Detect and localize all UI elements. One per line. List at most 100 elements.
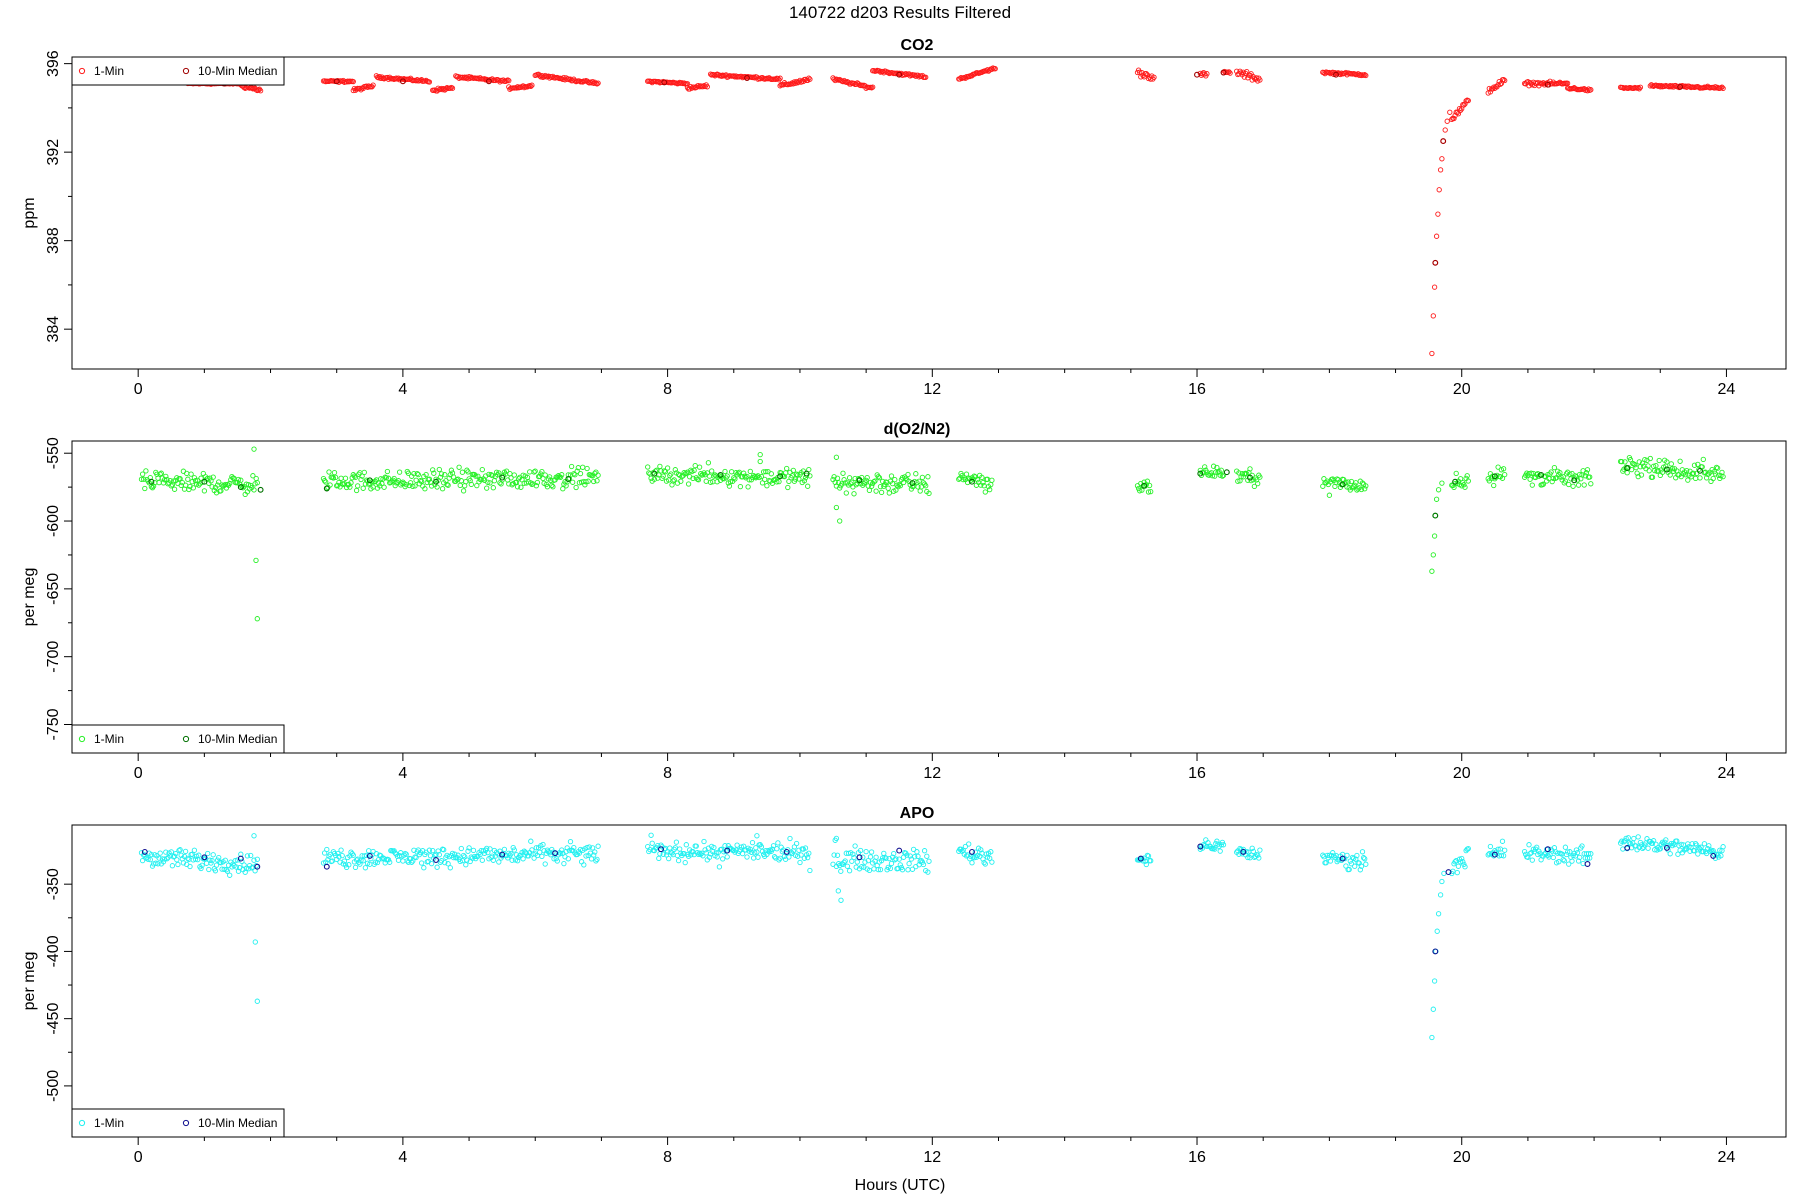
median-point (1571, 477, 1578, 484)
data-point (568, 463, 575, 470)
data-point (496, 470, 502, 476)
data-point (201, 488, 208, 494)
data-point (1246, 469, 1252, 476)
data-point (891, 850, 897, 857)
data-point (1650, 838, 1657, 844)
median-point (323, 485, 330, 492)
data-point (1624, 470, 1630, 476)
data-point (359, 473, 365, 479)
data-point (1487, 843, 1494, 850)
data-point (1646, 468, 1652, 474)
data-point (671, 477, 677, 483)
median-point (366, 477, 373, 484)
data-point (741, 470, 747, 476)
data-point (1655, 468, 1661, 474)
data-point (487, 480, 493, 486)
data-point (332, 474, 339, 481)
data-point (1454, 869, 1460, 876)
data-point (670, 478, 676, 484)
data-point (982, 861, 988, 867)
data-point (484, 485, 490, 491)
data-point (175, 861, 181, 868)
data-point (1717, 847, 1723, 853)
data-point (737, 483, 744, 490)
data-point (1352, 482, 1358, 488)
data-point (1567, 849, 1573, 855)
data-point (706, 854, 713, 860)
one-min-series (138, 446, 1726, 622)
data-point (358, 476, 364, 483)
co2-panel: CO2 ppm 0 4 8 12 16 20 24 384 388 392 396 1-Min 10-M… (21, 37, 1787, 398)
data-point (802, 845, 809, 851)
data-point (1575, 482, 1582, 488)
data-point (1502, 77, 1508, 84)
data-point (841, 859, 847, 866)
data-point (660, 473, 666, 479)
data-point (1560, 856, 1566, 863)
data-point (447, 865, 453, 871)
data-point (462, 483, 468, 489)
data-point (1439, 878, 1445, 885)
data-point (1431, 978, 1438, 984)
data-point (833, 504, 840, 511)
data-point (684, 81, 691, 87)
data-point (222, 857, 228, 863)
data-point (594, 81, 600, 87)
data-point (838, 868, 844, 874)
data-point (749, 839, 756, 846)
median-point (969, 478, 975, 485)
data-point (1255, 852, 1261, 858)
data-point (330, 475, 337, 481)
x-tick-label: 24 (1718, 381, 1736, 398)
legend-box (71, 724, 285, 754)
x-axis: 0 4 8 12 16 20 24 (134, 1136, 1735, 1166)
data-point (458, 845, 464, 852)
data-point (866, 487, 873, 494)
data-point (1226, 69, 1232, 75)
data-point (1456, 856, 1463, 862)
data-point (1362, 486, 1368, 492)
y-tick-label: 396 (45, 50, 62, 77)
median-point (433, 857, 439, 863)
data-point (1324, 478, 1330, 484)
data-point (351, 473, 358, 479)
data-point (428, 483, 435, 489)
legend-marker (78, 1119, 86, 1127)
data-point (336, 854, 342, 860)
data-point (445, 861, 451, 867)
data-point (528, 838, 534, 844)
data-point (257, 88, 264, 94)
data-point (206, 866, 212, 873)
data-point (1363, 861, 1369, 867)
data-point (1690, 470, 1697, 476)
median-point (896, 71, 903, 78)
data-point (378, 476, 384, 482)
data-point (1141, 855, 1147, 861)
legend-box (71, 56, 285, 86)
data-point (571, 471, 577, 477)
data-point (657, 463, 663, 470)
data-point (1566, 481, 1572, 488)
data-point (439, 486, 446, 492)
data-point (1209, 473, 1216, 479)
data-point (1700, 456, 1706, 463)
data-point (693, 843, 699, 849)
data-point (415, 471, 421, 478)
y-axis-label: ppm (21, 197, 38, 228)
data-point (852, 843, 858, 849)
data-point (254, 480, 260, 486)
data-point (1706, 843, 1712, 849)
data-point (1465, 97, 1471, 104)
y-tick-label: -350 (45, 868, 62, 900)
data-point (391, 475, 397, 482)
data-point (385, 475, 392, 481)
median-point (499, 851, 506, 858)
data-point (888, 473, 895, 479)
data-point (1500, 76, 1507, 83)
data-point (145, 856, 151, 862)
data-point (703, 478, 709, 484)
data-point (1664, 459, 1670, 465)
data-point (169, 863, 176, 869)
data-point (1350, 855, 1357, 862)
data-point (980, 856, 986, 862)
